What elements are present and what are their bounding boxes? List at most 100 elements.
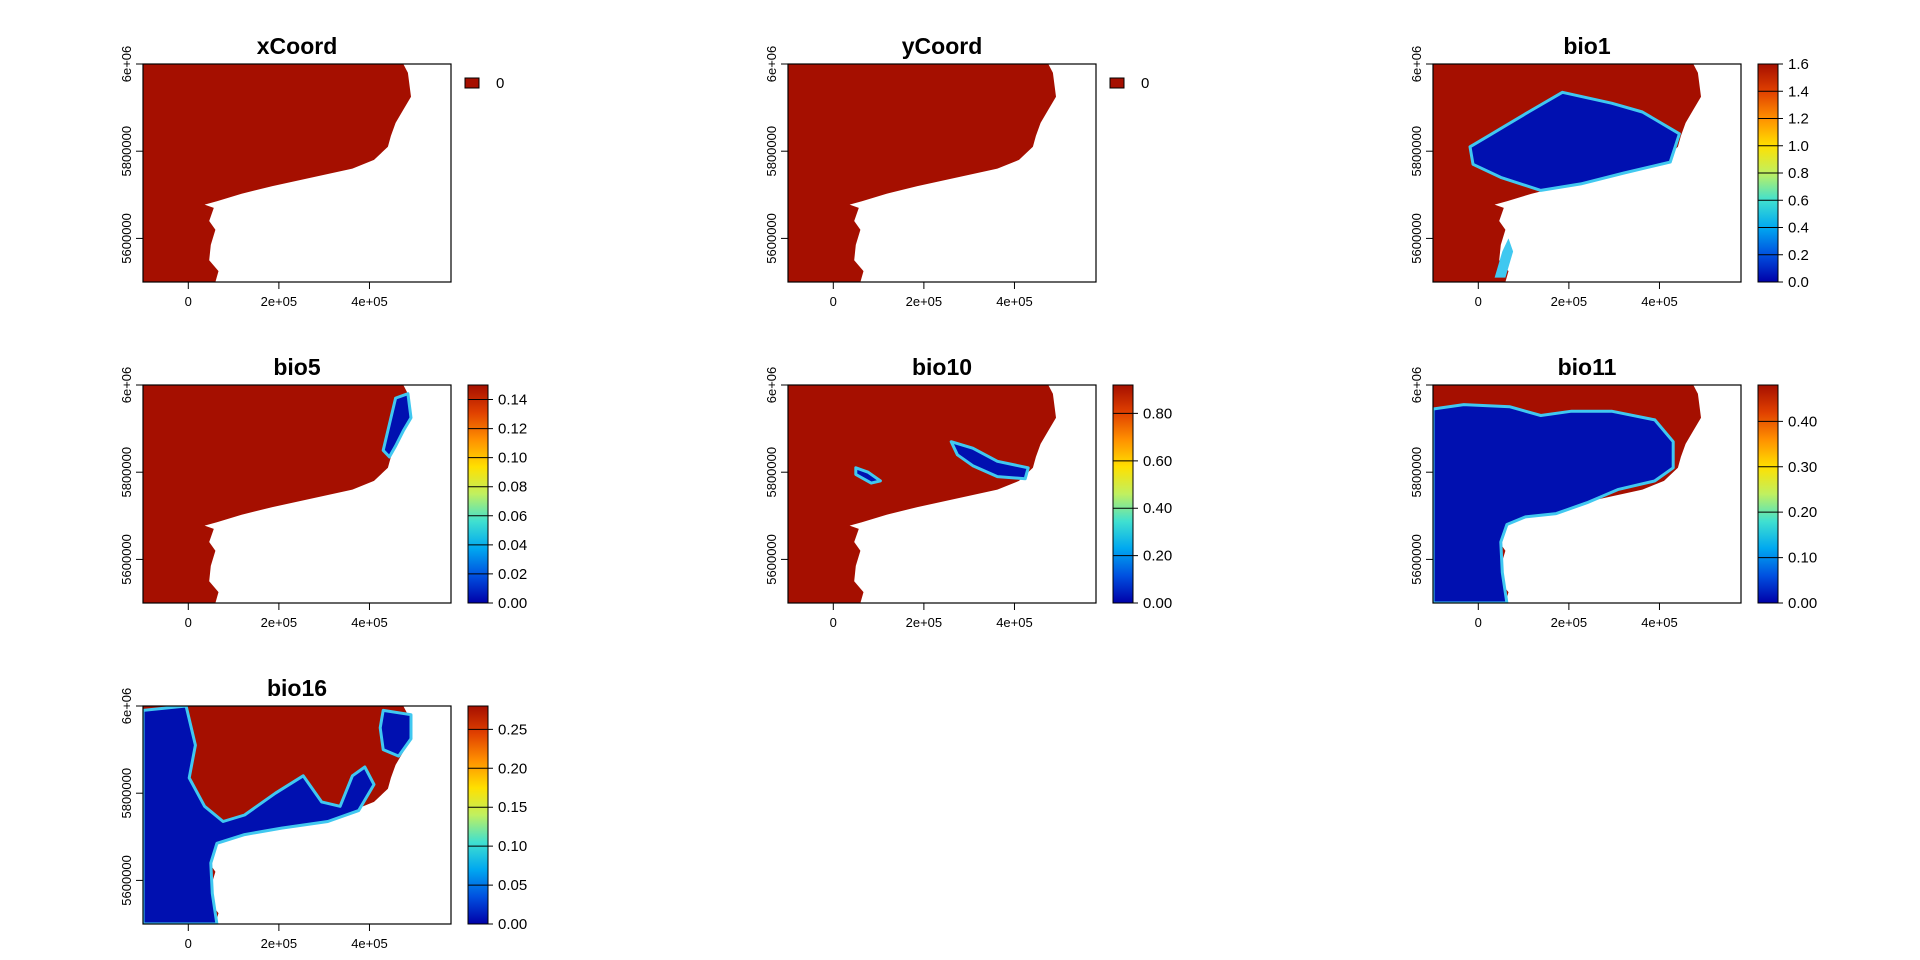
color-bar bbox=[1112, 384, 1134, 604]
panel-title: yCoord bbox=[902, 33, 983, 59]
y-tick-label: 5800000 bbox=[119, 447, 134, 498]
raster-layer bbox=[1433, 64, 1701, 282]
color-bar-label: 1.6 bbox=[1788, 56, 1809, 73]
y-tick-label: 5800000 bbox=[764, 126, 779, 177]
y-tick-label: 6e+06 bbox=[764, 367, 779, 404]
x-tick-label: 0 bbox=[185, 936, 192, 951]
legend-swatch bbox=[464, 77, 480, 89]
y-tick-label: 6e+06 bbox=[764, 46, 779, 83]
color-bar-label: 0.12 bbox=[498, 421, 527, 438]
panel-xCoord: xCoord 0 2e+05 4e+05 5600000 5800000 6e+06 0 bbox=[119, 33, 504, 309]
color-bar-label: 0.20 bbox=[498, 760, 527, 777]
plot-frame bbox=[142, 705, 452, 925]
color-bar-label: 0.60 bbox=[1143, 453, 1172, 470]
plot-frame bbox=[787, 63, 1097, 283]
plot-frame bbox=[142, 63, 452, 283]
color-bar-label: 0.02 bbox=[498, 566, 527, 583]
y-tick-label: 6e+06 bbox=[119, 367, 134, 404]
color-bar-label: 0.40 bbox=[1788, 413, 1817, 430]
color-bar-label: 0.6 bbox=[1788, 192, 1809, 209]
y-tick-label: 5600000 bbox=[119, 213, 134, 264]
raster-layer bbox=[788, 385, 1056, 603]
plot-frame bbox=[1432, 63, 1742, 283]
color-bar-label: 0.2 bbox=[1788, 247, 1809, 264]
panel-bio5: bio5 0 2e+05 4e+05 5600000 5800000 6e+06 0.00 0.… bbox=[119, 354, 527, 630]
color-bar-label: 0.10 bbox=[498, 450, 527, 467]
land-area bbox=[143, 64, 411, 282]
color-bar bbox=[467, 705, 489, 925]
color-bar-label: 0.00 bbox=[1143, 595, 1172, 612]
y-tick-label: 5800000 bbox=[764, 447, 779, 498]
color-bar-label: 0.40 bbox=[1143, 500, 1172, 517]
x-tick-label: 0 bbox=[185, 294, 192, 309]
x-tick-label: 4e+05 bbox=[996, 615, 1033, 630]
low-value-region bbox=[1494, 238, 1514, 278]
low-value-region bbox=[381, 392, 413, 459]
y-tick-label: 5600000 bbox=[119, 855, 134, 906]
raster-layer bbox=[1433, 385, 1701, 603]
panel-title: bio16 bbox=[267, 675, 327, 701]
y-tick-label: 6e+06 bbox=[119, 46, 134, 83]
y-tick-label: 6e+06 bbox=[1409, 46, 1424, 83]
x-tick-label: 2e+05 bbox=[261, 615, 298, 630]
raster-layer bbox=[788, 64, 1056, 282]
low-value-region bbox=[378, 708, 413, 758]
color-bar-label: 0.30 bbox=[1788, 459, 1817, 476]
legend-swatch bbox=[1109, 77, 1125, 89]
color-bar-label: 0.06 bbox=[498, 508, 527, 525]
color-bar-label: 0.4 bbox=[1788, 220, 1809, 237]
x-tick-label: 0 bbox=[830, 294, 837, 309]
land-area bbox=[788, 64, 1056, 282]
y-tick-label: 5600000 bbox=[764, 213, 779, 264]
x-tick-label: 4e+05 bbox=[351, 936, 388, 951]
plot-frame bbox=[1432, 384, 1742, 604]
color-bar-label: 0.00 bbox=[498, 916, 527, 933]
land-area bbox=[143, 385, 411, 603]
color-bar bbox=[467, 384, 489, 604]
low-value-region bbox=[1468, 90, 1681, 192]
raster-layer bbox=[143, 385, 413, 603]
color-bar-label: 0.14 bbox=[498, 392, 527, 409]
legend-label: 0 bbox=[1141, 75, 1149, 92]
x-tick-label: 0 bbox=[1475, 615, 1482, 630]
low-value-region bbox=[1433, 403, 1675, 603]
y-tick-label: 5800000 bbox=[1409, 447, 1424, 498]
land-area bbox=[788, 385, 1056, 603]
panel-title: bio11 bbox=[1558, 354, 1617, 380]
low-value-region bbox=[854, 466, 882, 485]
color-bar-label: 0.00 bbox=[498, 595, 527, 612]
color-bar-label: 0.20 bbox=[1788, 504, 1817, 521]
color-bar-label: 1.0 bbox=[1788, 138, 1809, 155]
x-tick-label: 4e+05 bbox=[351, 294, 388, 309]
low-value-region bbox=[949, 440, 1030, 481]
low-value-region bbox=[143, 706, 376, 924]
x-tick-label: 2e+05 bbox=[261, 936, 298, 951]
x-tick-label: 2e+05 bbox=[906, 294, 943, 309]
raster-layer bbox=[143, 706, 413, 924]
color-bar-label: 0.10 bbox=[498, 838, 527, 855]
color-bar-label: 0.8 bbox=[1788, 165, 1809, 182]
x-tick-label: 0 bbox=[1475, 294, 1482, 309]
x-tick-label: 0 bbox=[185, 615, 192, 630]
plot-frame bbox=[787, 384, 1097, 604]
panel-title: bio10 bbox=[912, 354, 972, 380]
panel-title: xCoord bbox=[257, 33, 338, 59]
legend-label: 0 bbox=[496, 75, 504, 92]
panel-bio16: bio16 0 2e+05 4e+05 5600000 5800000 6e+06 0.00 0… bbox=[119, 675, 527, 951]
y-tick-label: 5800000 bbox=[1409, 126, 1424, 177]
raster-layer bbox=[143, 64, 411, 282]
color-bar-label: 0.25 bbox=[498, 721, 527, 738]
y-tick-label: 6e+06 bbox=[119, 688, 134, 725]
x-tick-label: 2e+05 bbox=[261, 294, 298, 309]
color-bar-label: 0.05 bbox=[498, 877, 527, 894]
x-tick-label: 0 bbox=[830, 615, 837, 630]
color-bar-label: 0.80 bbox=[1143, 405, 1172, 422]
panel-bio1: bio1 0 2e+05 4e+05 5600000 5800000 6e+06 0.0 0.2… bbox=[1409, 33, 1809, 309]
color-bar-label: 0.04 bbox=[498, 537, 527, 554]
panel-bio10: bio10 0 2e+05 4e+05 5600000 5800000 6e+06 0.00 0… bbox=[764, 354, 1172, 630]
x-tick-label: 2e+05 bbox=[1551, 615, 1588, 630]
x-tick-label: 2e+05 bbox=[906, 615, 943, 630]
x-tick-label: 4e+05 bbox=[351, 615, 388, 630]
x-tick-label: 4e+05 bbox=[1641, 615, 1678, 630]
y-tick-label: 5600000 bbox=[119, 534, 134, 585]
